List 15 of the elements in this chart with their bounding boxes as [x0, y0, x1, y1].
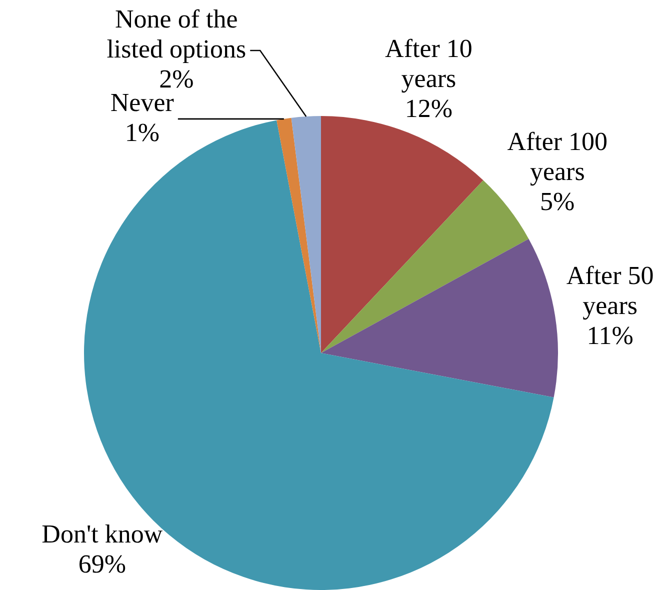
data-label: 1%: [124, 118, 160, 148]
data-label: 11%: [586, 321, 634, 350]
pie-slice: [321, 180, 529, 353]
slice-label: Don't know: [42, 519, 163, 548]
pie-slice: [321, 116, 484, 353]
slice-label: None of the listed options: [106, 4, 246, 64]
data-label: 12%: [404, 94, 453, 123]
slice-label: After 50 years: [566, 261, 654, 320]
slice-label: After 100 years: [507, 127, 608, 186]
pie-slice: [276, 118, 321, 353]
pie-slice: [291, 116, 321, 353]
pie-slice: [321, 238, 558, 398]
slice-label: After 10 years: [385, 34, 472, 93]
data-label: 69%: [78, 549, 126, 578]
data-label: 5%: [540, 187, 575, 216]
